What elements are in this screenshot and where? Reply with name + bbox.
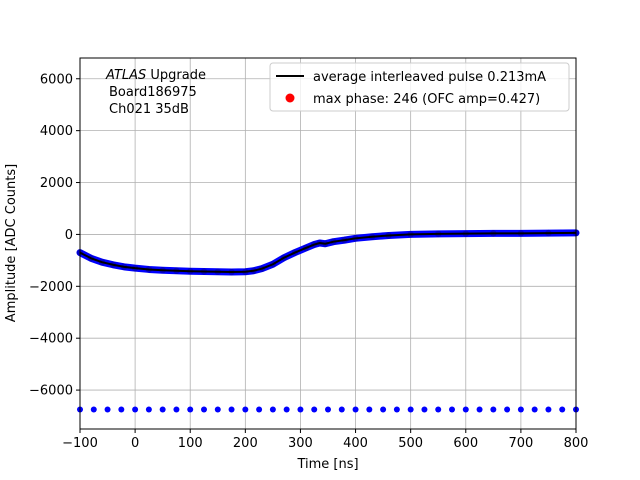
max-phase-point: [490, 406, 497, 413]
max-phase-point: [269, 406, 276, 413]
max-phase-point: [90, 406, 97, 413]
x-tick-label: 700: [508, 436, 533, 451]
legend-label-max-phase: max phase: 246 (OFC amp=0.427): [313, 92, 540, 107]
max-phase-point: [338, 406, 345, 413]
max-phase-point: [297, 406, 304, 413]
x-tick-label: 600: [453, 436, 478, 451]
max-phase-point: [559, 406, 566, 413]
x-tick-label: 400: [343, 436, 368, 451]
max-phase-point: [283, 406, 290, 413]
max-phase-point: [173, 406, 180, 413]
y-tick-label: 6000: [40, 72, 73, 87]
max-phase-point: [118, 406, 125, 413]
max-phase-point: [462, 406, 469, 413]
legend-label-average-pulse: average interleaved pulse 0.213mA: [313, 70, 546, 85]
annotation-box: ATLAS Upgrade Board186975 Ch021 35dB: [105, 68, 206, 117]
max-phase-point: [366, 406, 373, 413]
x-tick-label: 0: [131, 436, 139, 451]
y-tick-label: 0: [65, 228, 73, 243]
y-tick-label: −2000: [29, 280, 73, 295]
max-phase-point: [435, 406, 442, 413]
max-phase-point: [201, 406, 207, 413]
x-tick-label: −100: [62, 436, 98, 451]
x-axis-label: Time [ns]: [296, 457, 358, 472]
max-phase-point: [187, 406, 194, 413]
x-tick-label: 300: [288, 436, 313, 451]
max-phase-point: [380, 406, 387, 413]
y-tick-label: 4000: [40, 124, 73, 139]
ticks: −100 0 100 200 300 400 500 600 700 800 −6000 −4000 −…: [29, 72, 588, 451]
max-phase-point: [421, 406, 428, 413]
max-phase-point: [504, 406, 511, 413]
y-tick-label: 2000: [40, 176, 73, 191]
y-axis-label: Amplitude [ADC Counts]: [4, 164, 19, 322]
max-phase-point: [476, 406, 483, 413]
x-tick-label: 800: [564, 436, 589, 451]
max-phase-point: [517, 406, 524, 413]
max-phase-point: [449, 406, 455, 413]
x-tick-label: 200: [233, 436, 258, 451]
max-phase-point: [531, 406, 538, 413]
max-phase-point: [228, 406, 235, 413]
y-tick-label: −4000: [29, 332, 73, 347]
annotation-board: Board186975: [109, 85, 197, 100]
max-phase-point: [132, 406, 139, 413]
max-phase-point: [545, 406, 552, 413]
annotation-title: ATLAS Upgrade: [105, 68, 206, 83]
max-phase-point: [325, 406, 331, 413]
legend: average interleaved pulse 0.213mA max ph…: [269, 62, 570, 112]
max-phase-point: [407, 406, 414, 413]
legend-frame: [269, 62, 570, 112]
max-phase-point: [352, 406, 359, 413]
max-phase-point: [242, 406, 249, 413]
x-tick-label: 500: [398, 436, 423, 451]
max-phase-point: [159, 406, 166, 413]
plot-frame: [79, 57, 577, 430]
max-phase-point: [214, 406, 221, 413]
annotation-atlas: ATLAS: [105, 68, 146, 83]
max-phase-point: [311, 406, 318, 413]
series-layer: [76, 229, 580, 413]
annotation-upgrade: Upgrade: [146, 68, 206, 83]
max-phase-point: [104, 406, 111, 413]
x-tick-label: 100: [178, 436, 203, 451]
max-phase-point: [393, 406, 400, 413]
max-phase-point: [145, 406, 152, 413]
y-tick-label: −6000: [29, 384, 73, 399]
series-line-average-pulse: [79, 231, 577, 274]
max-phase-point: [256, 406, 263, 413]
annotation-channel: Ch021 35dB: [109, 102, 189, 117]
legend-dot-swatch: [285, 93, 295, 103]
